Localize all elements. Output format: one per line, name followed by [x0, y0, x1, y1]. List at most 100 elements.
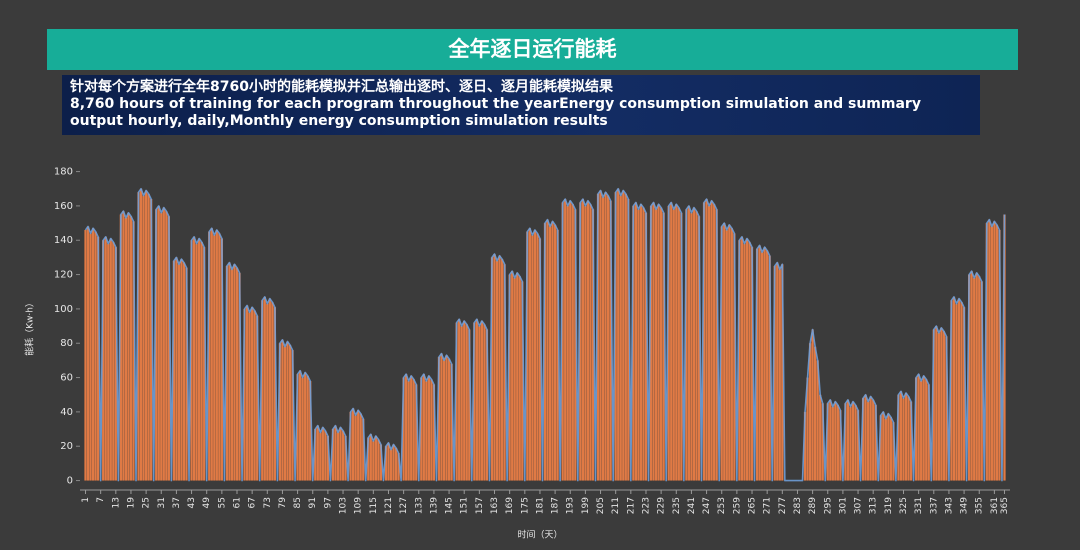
bar	[319, 432, 322, 481]
intro-line: output hourly, daily,Monthly energy cons…	[70, 113, 608, 129]
intro-box: 针对每个方案进行全年8760小时的能耗模拟并汇总输出逐时、逐日、逐月能耗模拟结果…	[62, 75, 980, 135]
bar	[483, 324, 486, 481]
bar	[137, 192, 140, 481]
bar	[902, 398, 905, 481]
bar	[374, 435, 377, 481]
y-tick-label: 20	[60, 441, 73, 452]
bar	[357, 410, 360, 481]
bar	[415, 384, 418, 481]
bar	[273, 307, 277, 481]
bar	[354, 415, 357, 481]
bar	[144, 190, 148, 481]
x-tick-label: 241	[687, 497, 697, 514]
bar	[372, 441, 375, 481]
bar	[91, 228, 95, 481]
bar	[624, 193, 627, 481]
x-tick-label: 205	[596, 497, 606, 514]
x-tick-label: 79	[278, 497, 288, 509]
bar	[425, 381, 428, 481]
bar	[389, 449, 393, 481]
bar	[420, 377, 423, 481]
x-tick-label: 133	[414, 497, 424, 514]
x-tick-label: 319	[884, 497, 894, 514]
bar	[384, 446, 388, 481]
x-tick-label: 127	[399, 497, 409, 514]
bar	[917, 374, 920, 481]
bar	[849, 406, 852, 481]
bar	[627, 199, 630, 481]
bar	[155, 209, 158, 481]
bar	[634, 202, 638, 481]
bar	[619, 195, 622, 481]
bar	[167, 216, 170, 481]
x-tick-label: 193	[566, 497, 576, 514]
bar	[738, 240, 741, 481]
bar	[808, 343, 812, 481]
x-tick-label: 289	[808, 497, 818, 514]
x-tick-label: 223	[641, 497, 651, 514]
bar	[495, 260, 499, 481]
intro-line: 8,760 hours of training for each program…	[70, 96, 921, 112]
bar	[803, 411, 807, 481]
y-tick-label: 80	[60, 338, 73, 349]
bar	[879, 415, 882, 481]
bar	[288, 344, 292, 481]
bar	[584, 205, 587, 481]
bar	[566, 205, 569, 481]
bar	[220, 238, 223, 481]
bar	[740, 236, 744, 481]
bar	[725, 229, 728, 481]
bar	[538, 238, 542, 481]
bar	[637, 209, 640, 481]
y-tick-label: 120	[54, 270, 73, 281]
bar	[86, 226, 90, 481]
chart: 0 20 40 60 80 100 120 140 160 180 1 7 13 19 25 31 37 43 49…	[24, 167, 1010, 541]
x-tick-label: 151	[460, 497, 470, 514]
bar	[283, 346, 287, 481]
outline-line	[84, 187, 1006, 482]
bar	[715, 209, 718, 481]
bar	[278, 343, 282, 481]
bar	[834, 401, 837, 481]
bar	[268, 298, 271, 481]
bar	[680, 212, 683, 481]
bar	[218, 233, 221, 481]
bar	[973, 278, 976, 481]
bar	[410, 375, 413, 481]
bar	[899, 391, 903, 481]
x-tick-label: 163	[490, 497, 500, 514]
bar	[589, 204, 592, 481]
bar	[430, 379, 433, 481]
bar	[657, 204, 660, 481]
bar	[920, 381, 923, 481]
bar	[304, 372, 307, 481]
bar	[301, 377, 304, 481]
bar	[493, 253, 496, 481]
bar	[889, 417, 893, 481]
bar	[516, 272, 519, 481]
x-tick-label: 91	[308, 497, 318, 508]
bar	[192, 236, 196, 481]
bar	[705, 199, 708, 481]
bar	[422, 374, 425, 481]
bar	[521, 281, 524, 481]
bar	[869, 396, 872, 481]
bar	[248, 312, 251, 481]
bar	[821, 403, 824, 481]
bar	[124, 217, 128, 481]
x-tick-label: 331	[914, 497, 924, 514]
bar	[937, 332, 940, 481]
x-tick-label: 211	[611, 497, 621, 514]
bar	[460, 326, 463, 481]
bar	[197, 238, 201, 481]
x-tick-label: 157	[475, 497, 485, 514]
bar	[463, 320, 466, 481]
bar	[182, 262, 186, 481]
bar	[263, 296, 266, 481]
bar	[569, 200, 572, 481]
bar	[760, 252, 764, 481]
bar	[245, 305, 249, 481]
bar	[367, 437, 370, 481]
intro-line: 针对每个方案进行全年8760小时的能耗模拟并汇总输出逐时、逐日、逐月能耗模拟结果	[70, 79, 613, 95]
bar	[768, 255, 771, 481]
